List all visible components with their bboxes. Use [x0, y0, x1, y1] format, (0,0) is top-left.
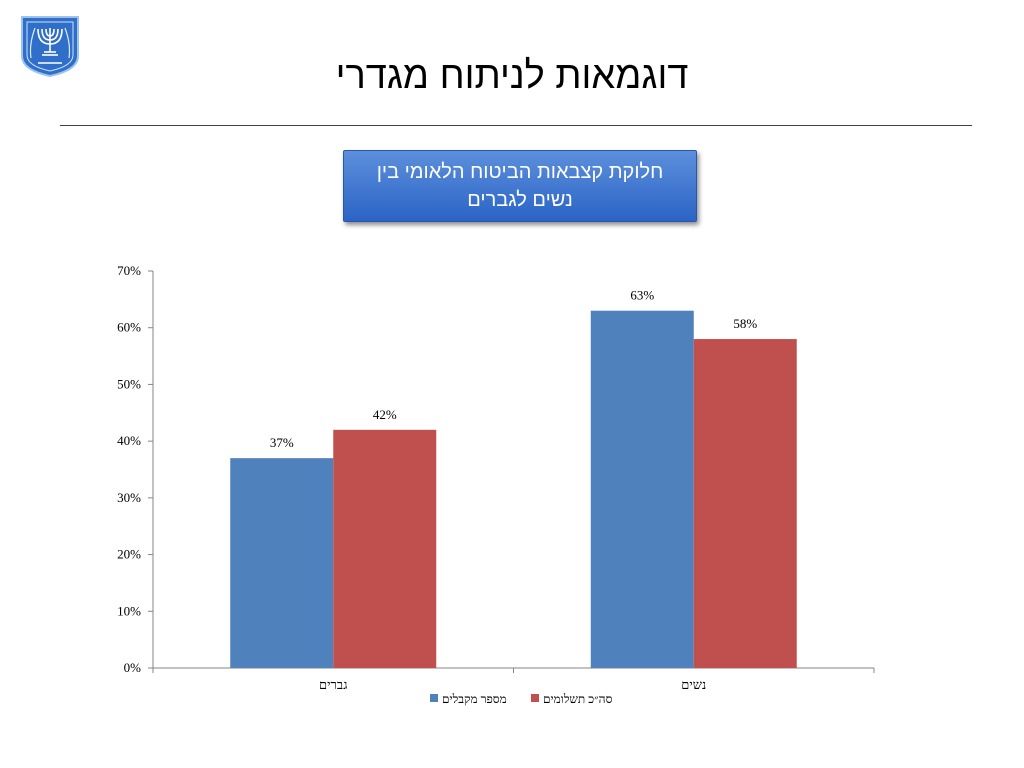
bar: [333, 429, 437, 668]
bar: [590, 310, 694, 668]
y-tick-label: 20%: [117, 547, 141, 562]
data-label: 42%: [373, 407, 397, 422]
y-tick-label: 70%: [117, 263, 141, 278]
chart-callout-box: חלוקת קצבאות הביטוח הלאומי בין נשים לגבר…: [343, 150, 697, 222]
legend-label: מספר מקבלים: [442, 692, 507, 706]
state-emblem-icon: [21, 16, 79, 78]
chart-labels: 37% 42% גברים 63% 58% נשים: [270, 288, 758, 692]
legend-swatch: [430, 694, 438, 702]
title-divider: [60, 125, 972, 126]
data-label: 58%: [733, 316, 757, 331]
bar: [693, 339, 797, 668]
data-label: 37%: [270, 435, 294, 450]
chart-bars: [230, 310, 797, 668]
y-tick-label: 60%: [117, 320, 141, 335]
bar: [230, 458, 334, 668]
y-tick-label: 40%: [117, 433, 141, 448]
chart-legend: מספר מקבלים סה״כ תשלומים: [430, 692, 613, 706]
legend-swatch: [531, 694, 539, 702]
slide-title: דוגמאות לניתוח מגדרי: [335, 55, 689, 97]
y-tick-label: 50%: [117, 376, 141, 391]
legend-label: סה״כ תשלומים: [543, 692, 613, 706]
y-tick-label: 30%: [117, 490, 141, 505]
y-tick-label: 10%: [117, 603, 141, 618]
x-tick-label: נשים: [681, 677, 706, 692]
x-tick-label: גברים: [319, 677, 347, 692]
data-label: 63%: [630, 288, 654, 303]
y-tick-label: 0%: [124, 660, 142, 675]
